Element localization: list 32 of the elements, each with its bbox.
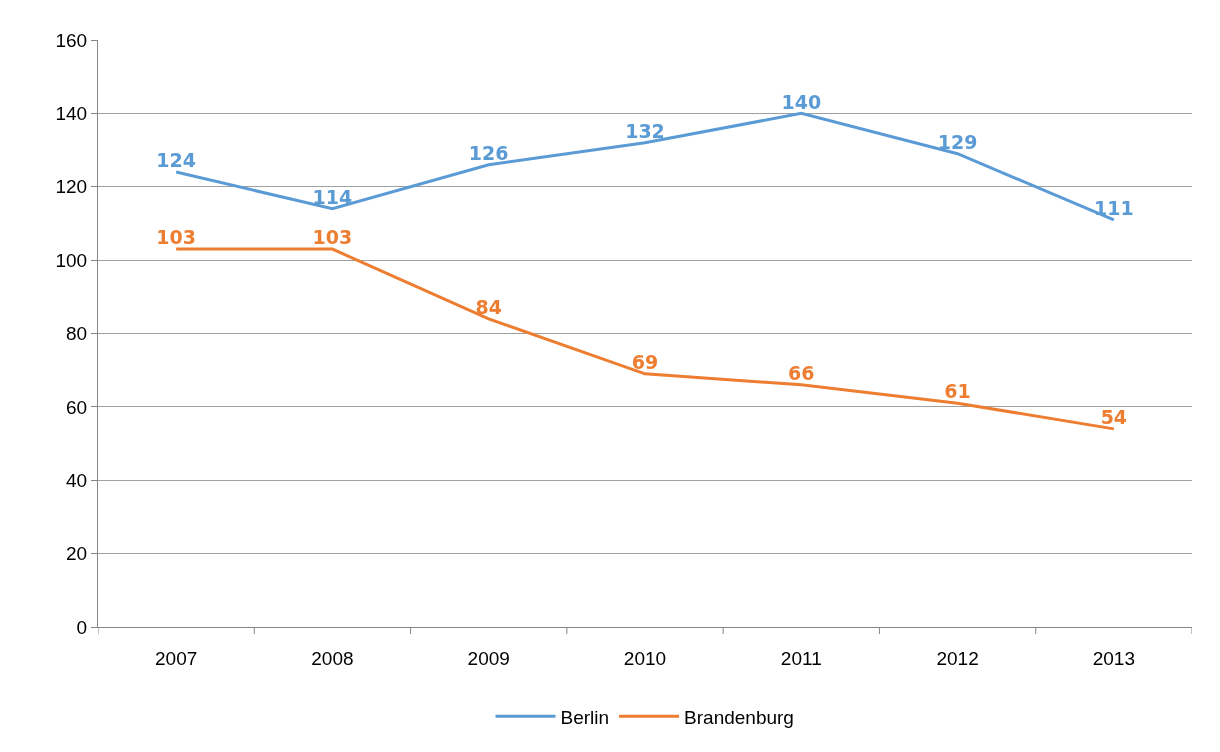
data-label: 114 bbox=[312, 186, 353, 209]
y-tick-label: 120 bbox=[55, 176, 88, 198]
x-tick-label: 2009 bbox=[467, 647, 510, 669]
data-label: 54 bbox=[1100, 406, 1128, 429]
data-label: 111 bbox=[1094, 197, 1134, 220]
data-label: 103 bbox=[312, 226, 353, 249]
x-tick-label: 2007 bbox=[155, 647, 198, 669]
legend-label: Brandenburg bbox=[684, 706, 794, 728]
y-tick-label: 40 bbox=[66, 469, 88, 491]
legend-label: Berlin bbox=[560, 706, 610, 728]
x-tick-label: 2011 bbox=[780, 647, 822, 669]
y-tick-label: 60 bbox=[66, 396, 88, 418]
data-label: 126 bbox=[468, 141, 509, 164]
data-label: 61 bbox=[944, 380, 971, 403]
x-tick-label: 2013 bbox=[1092, 647, 1135, 669]
data-label: 124 bbox=[156, 149, 196, 172]
y-tick-label: 0 bbox=[76, 616, 88, 638]
y-tick-label: 100 bbox=[55, 249, 88, 271]
y-tick-label: 80 bbox=[66, 323, 88, 345]
y-tick-label: 160 bbox=[55, 29, 88, 51]
data-label: 129 bbox=[937, 130, 978, 153]
x-tick-label: 2008 bbox=[311, 647, 354, 669]
data-label: 66 bbox=[788, 362, 815, 385]
data-label: 103 bbox=[156, 226, 196, 249]
x-tick-label: 2010 bbox=[623, 647, 667, 669]
data-label: 84 bbox=[475, 296, 502, 319]
y-tick-label: 140 bbox=[55, 103, 88, 125]
data-label: 132 bbox=[625, 119, 665, 142]
y-tick-label: 20 bbox=[66, 543, 88, 565]
data-label: 140 bbox=[781, 90, 822, 113]
x-tick-label: 2012 bbox=[936, 647, 979, 669]
data-label: 69 bbox=[631, 351, 659, 374]
